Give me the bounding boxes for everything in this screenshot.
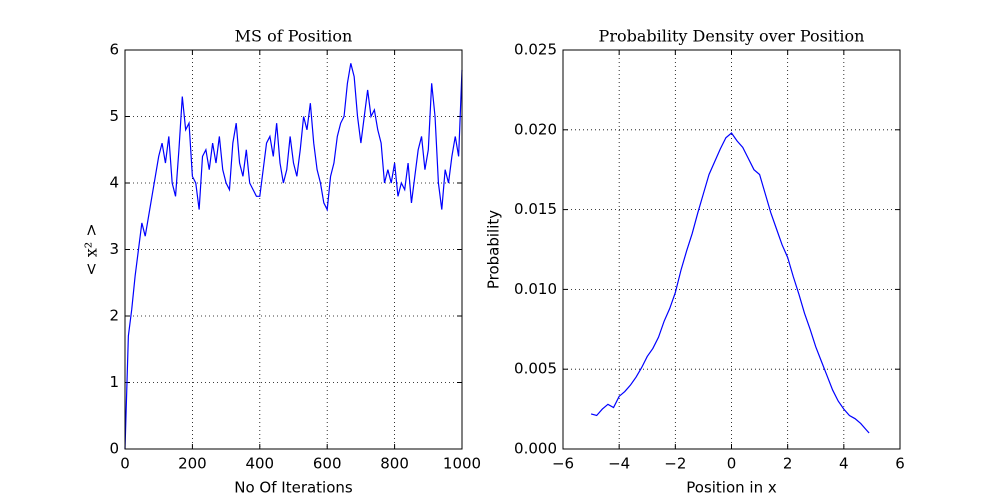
- y-tick-label: 0.005: [514, 360, 557, 378]
- x-tick-label: −2: [664, 455, 686, 473]
- axes-frame: [124, 49, 463, 450]
- x-tick-label: 2: [783, 455, 793, 473]
- y-tick-label: 2: [109, 307, 119, 325]
- data-line: [124, 63, 463, 450]
- y-axis-label: Probability: [485, 210, 503, 289]
- x-tick-label: 200: [178, 455, 207, 473]
- y-tick-label: 0.000: [514, 440, 557, 458]
- x-tick-label: 0: [727, 455, 737, 473]
- y-tick-label: 6: [109, 41, 119, 59]
- y-tick-label: 4: [109, 174, 119, 192]
- x-tick-label: 800: [380, 455, 409, 473]
- x-tick-label: 600: [313, 455, 342, 473]
- x-tick-label: 6: [895, 455, 905, 473]
- y-tick-label: 1: [109, 373, 119, 391]
- y-tick-label: 0.020: [514, 120, 557, 138]
- y-tick-label: 0.010: [514, 280, 557, 298]
- x-tick-label: 400: [245, 455, 274, 473]
- x-tick-label: −6: [552, 455, 574, 473]
- chart-title: MS of Position: [235, 27, 353, 46]
- y-tick-label: 3: [109, 240, 119, 258]
- x-axis-label: No Of Iterations: [234, 479, 353, 497]
- y-tick-label: 0.015: [514, 200, 557, 218]
- x-tick-label: 0: [120, 455, 130, 473]
- x-tick-label: 4: [839, 455, 849, 473]
- y-tick-label: 5: [109, 107, 119, 125]
- y-axis-label: < x² >: [82, 223, 101, 275]
- x-tick-label: 1000: [443, 455, 481, 473]
- data-line: [590, 132, 870, 434]
- chart-title: Probability Density over Position: [599, 27, 865, 46]
- x-tick-label: −4: [608, 455, 630, 473]
- x-axis-label: Position in x: [686, 479, 777, 497]
- y-tick-label: 0.025: [514, 41, 557, 59]
- axes-frame: [562, 49, 901, 450]
- y-tick-label: 0: [109, 440, 119, 458]
